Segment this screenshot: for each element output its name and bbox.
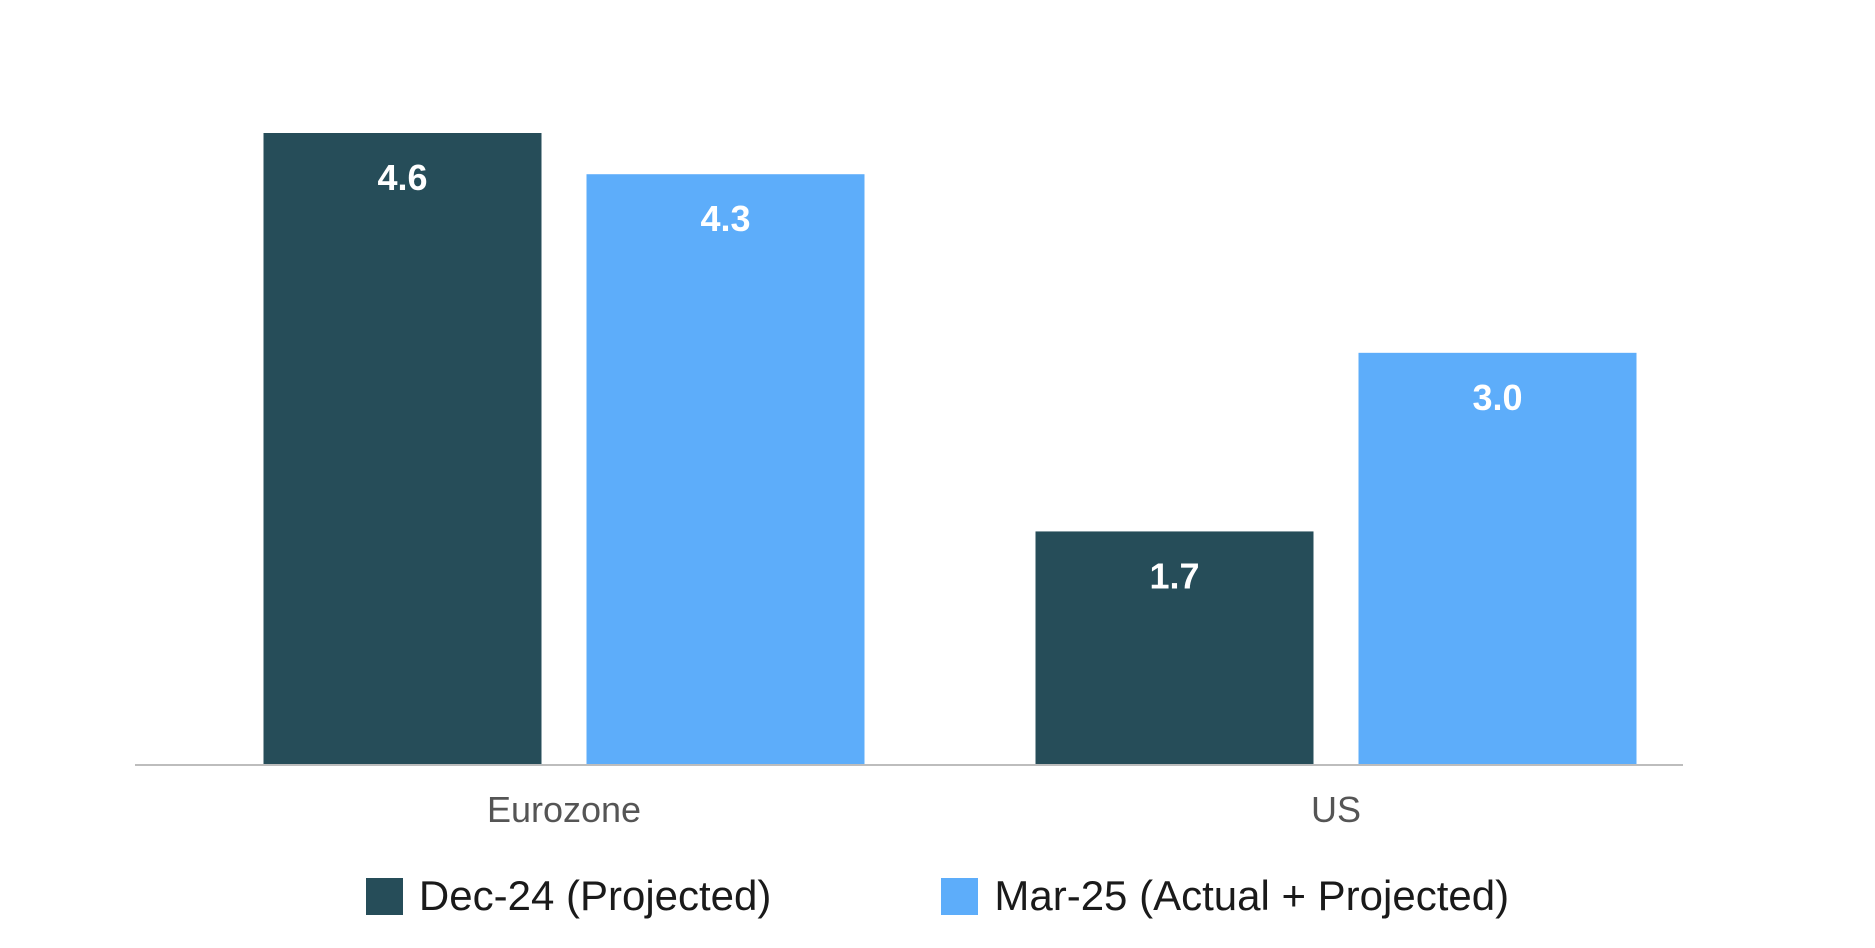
legend-swatch-dec-24 xyxy=(365,877,403,915)
bar-us-dec-24 xyxy=(1035,531,1314,765)
bar-eurozone-dec-24 xyxy=(263,133,542,765)
legend-item-dec-24: Dec-24 (Projected) xyxy=(365,872,772,920)
x-tick-label-eurozone: Eurozone xyxy=(487,789,641,830)
bar-eurozone-mar-25 xyxy=(586,174,865,765)
legend: Dec-24 (Projected) Mar-25 (Actual + Proj… xyxy=(0,872,1875,920)
value-label-us-dec-24: 1.7 xyxy=(1149,555,1199,596)
value-label-eurozone-dec-24: 4.6 xyxy=(377,157,427,198)
bar-us-mar-25 xyxy=(1358,352,1637,765)
legend-label-dec-24: Dec-24 (Projected) xyxy=(418,872,772,919)
legend-label-mar-25: Mar-25 (Actual + Projected) xyxy=(994,872,1510,919)
legend-item-mar-25: Mar-25 (Actual + Projected) xyxy=(941,872,1509,920)
legend-swatch-mar-25 xyxy=(941,877,979,915)
value-label-eurozone-mar-25: 4.3 xyxy=(700,198,750,239)
x-tick-label-us: US xyxy=(1311,789,1361,830)
value-label-us-mar-25: 3.0 xyxy=(1472,377,1522,418)
